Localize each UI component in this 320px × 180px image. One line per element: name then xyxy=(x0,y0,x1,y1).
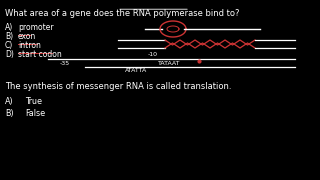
Text: promoter: promoter xyxy=(18,23,54,32)
Text: TATAAT: TATAAT xyxy=(158,60,180,66)
Text: C): C) xyxy=(5,41,13,50)
Text: exon: exon xyxy=(18,32,36,41)
Text: False: False xyxy=(25,109,45,118)
Text: True: True xyxy=(25,97,42,106)
Text: The synthesis of messenger RNA is called translation.: The synthesis of messenger RNA is called… xyxy=(5,82,231,91)
Text: intron: intron xyxy=(18,41,41,50)
Text: B): B) xyxy=(5,32,13,41)
Text: ATATTA: ATATTA xyxy=(125,68,147,73)
Text: -10: -10 xyxy=(148,52,158,57)
Text: B): B) xyxy=(5,109,14,118)
Text: -35: -35 xyxy=(60,60,70,66)
Text: A): A) xyxy=(5,97,14,106)
Text: What area of a gene does the RNA polymerase bind to?: What area of a gene does the RNA polymer… xyxy=(5,9,239,18)
Text: D): D) xyxy=(5,50,14,59)
Text: A): A) xyxy=(5,23,13,32)
Text: start codon: start codon xyxy=(18,50,62,59)
